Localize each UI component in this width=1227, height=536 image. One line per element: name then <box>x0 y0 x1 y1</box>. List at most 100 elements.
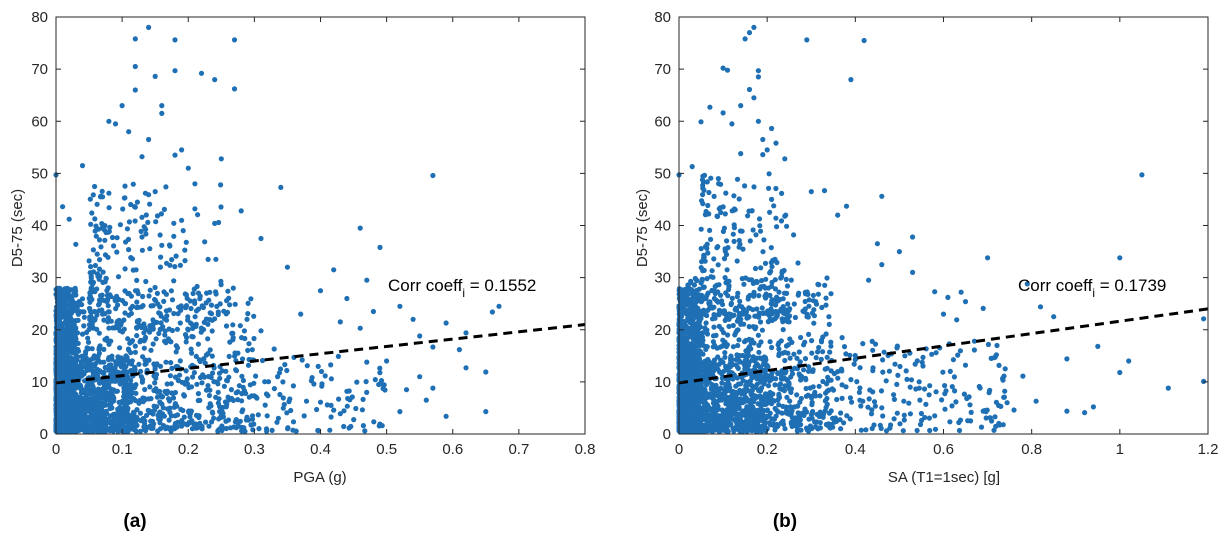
data-point <box>226 353 232 359</box>
data-point <box>246 394 252 400</box>
x-tick-label: 0.5 <box>376 441 397 458</box>
data-point <box>132 36 138 42</box>
data-point <box>98 421 104 427</box>
data-point <box>223 323 230 329</box>
data-point <box>100 269 106 275</box>
data-point <box>157 426 164 432</box>
data-point <box>335 353 341 359</box>
data-point <box>290 419 297 425</box>
data-point <box>290 427 296 433</box>
data-point <box>430 172 436 179</box>
data-point <box>216 219 222 226</box>
data-point <box>271 346 277 352</box>
data-point <box>140 415 146 422</box>
data-point <box>114 423 120 429</box>
data-point <box>705 356 711 363</box>
data-point <box>183 339 189 345</box>
data-point <box>231 86 238 92</box>
data-point <box>824 275 830 281</box>
data-point <box>114 235 120 241</box>
data-point <box>341 423 347 430</box>
data-point <box>169 297 176 303</box>
data-point <box>134 304 140 311</box>
data-point <box>134 319 140 325</box>
data-point <box>195 212 201 218</box>
data-point <box>114 297 121 303</box>
data-point <box>194 381 200 387</box>
data-point <box>154 290 160 296</box>
data-point <box>192 181 198 187</box>
data-point <box>741 339 748 345</box>
data-point <box>349 394 355 400</box>
data-point <box>167 373 173 379</box>
y-tick-label: 70 <box>31 61 48 78</box>
data-point <box>146 192 152 198</box>
data-point <box>357 325 363 331</box>
data-point <box>423 397 429 403</box>
data-point <box>182 258 188 264</box>
data-point <box>183 368 189 374</box>
data-point <box>70 415 76 421</box>
data-point <box>97 359 104 365</box>
data-point <box>209 317 215 323</box>
data-point <box>86 382 92 388</box>
data-point <box>89 321 95 327</box>
data-point <box>377 244 383 250</box>
data-point <box>243 417 249 423</box>
data-point <box>215 400 221 406</box>
data-point <box>75 419 82 425</box>
data-point <box>86 346 92 352</box>
data-point <box>209 370 216 376</box>
data-point <box>218 407 224 413</box>
data-point <box>410 316 416 322</box>
data-point <box>229 395 235 402</box>
data-point <box>280 379 286 385</box>
data-point <box>205 373 212 380</box>
data-point <box>90 362 96 368</box>
data-point <box>75 317 81 323</box>
data-point <box>172 152 178 158</box>
panel-b-label: (b) <box>773 511 797 532</box>
data-point <box>66 410 72 416</box>
data-point <box>137 428 143 434</box>
data-point <box>723 381 730 387</box>
data-point <box>150 317 156 323</box>
data-point <box>66 401 73 407</box>
data-point <box>197 374 204 381</box>
data-point <box>103 385 109 391</box>
data-point <box>175 311 181 317</box>
data-point <box>239 356 246 362</box>
data-point <box>87 196 93 202</box>
data-point <box>248 296 254 302</box>
data-point <box>242 428 248 434</box>
data-point <box>106 190 112 196</box>
data-point <box>66 216 72 222</box>
data-point <box>107 292 113 298</box>
data-point <box>110 325 116 331</box>
data-point <box>134 277 140 283</box>
data-point <box>122 195 128 201</box>
data-point <box>362 428 368 434</box>
data-point <box>123 394 129 400</box>
data-point <box>105 315 111 321</box>
data-point <box>89 284 95 291</box>
data-point <box>115 354 121 360</box>
data-point <box>828 291 834 297</box>
data-point <box>132 63 138 70</box>
data-point <box>710 333 717 339</box>
data-point <box>193 321 199 327</box>
data-point <box>224 298 230 304</box>
data-point <box>115 274 122 280</box>
data-point <box>197 420 203 426</box>
data-point <box>341 408 347 414</box>
data-point <box>463 365 469 371</box>
data-point <box>66 355 72 361</box>
data-point <box>139 234 145 240</box>
data-point <box>108 318 114 324</box>
data-point <box>98 410 105 416</box>
data-point <box>168 339 174 345</box>
data-point <box>138 337 144 343</box>
data-point <box>148 325 154 332</box>
data-point <box>111 243 117 249</box>
data-point <box>290 383 296 389</box>
